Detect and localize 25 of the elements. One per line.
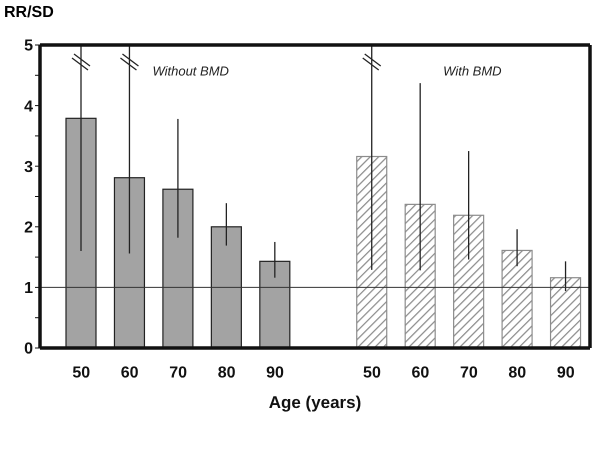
y-tick-label: 5 <box>24 38 34 55</box>
x-tick-label: 80 <box>218 364 236 382</box>
y-tick-label: 2 <box>24 219 34 236</box>
bar <box>453 214 484 348</box>
annotation: With BMD <box>443 64 502 79</box>
x-tick-label: 90 <box>556 364 575 382</box>
bar <box>356 156 388 348</box>
x-axis-title: Age (years) <box>268 393 362 412</box>
bar <box>404 204 436 348</box>
y-tick-label: 1 <box>24 280 34 298</box>
x-tick-label: 80 <box>508 364 526 382</box>
y-tick-label: 0 <box>24 340 34 358</box>
x-tick-label: 50 <box>363 364 381 382</box>
y-tick-label: 3 <box>24 158 34 176</box>
bar <box>550 277 582 348</box>
y-tick-label: 4 <box>24 98 34 116</box>
bar <box>501 250 533 348</box>
x-tick-label: 60 <box>120 364 139 382</box>
y-axis-title: RR/SD <box>4 4 54 22</box>
x-tick-label: 70 <box>169 364 188 382</box>
x-tick-label: 90 <box>266 364 284 382</box>
x-tick-label: 60 <box>412 364 430 382</box>
x-tick-label: 70 <box>460 364 478 382</box>
annotation: Without BMD <box>152 64 229 79</box>
x-tick-label: 50 <box>72 364 90 382</box>
